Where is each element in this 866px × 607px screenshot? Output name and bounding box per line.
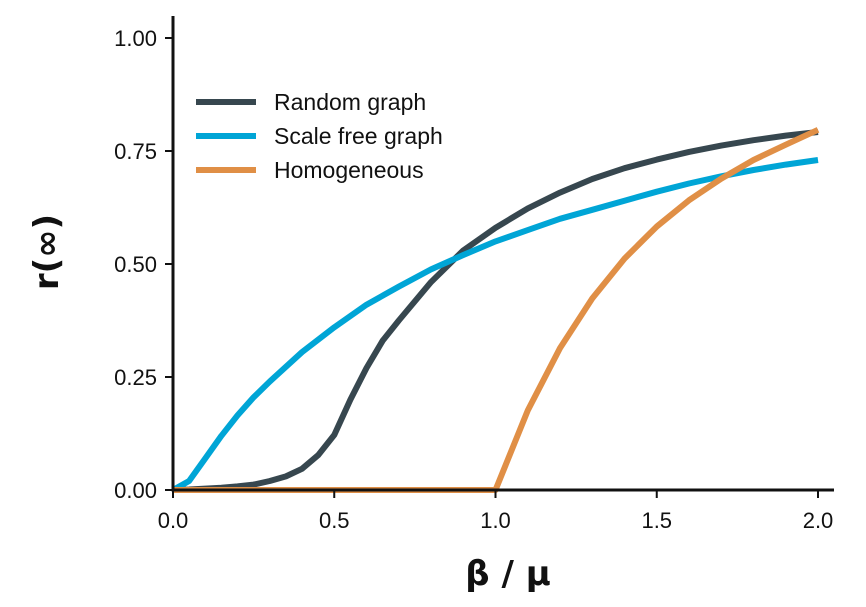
- legend-label: Random graph: [274, 89, 426, 115]
- axes-layer: 0.0 0.5 1.0 1.5 2.0 0.00 0.25 0.50 0.75 1.00: [114, 16, 834, 533]
- y-tick-label: 0.25: [114, 365, 157, 390]
- x-tick-label: 2.0: [803, 508, 834, 533]
- x-tick-label: 0.0: [158, 508, 189, 533]
- series-line-random-graph: [172, 129, 819, 493]
- y-tick-label: 0.00: [114, 478, 157, 503]
- legend-label: Scale free graph: [274, 123, 443, 149]
- x-tick-label: 1.0: [480, 508, 511, 533]
- y-axis-title: r(∞): [27, 214, 67, 290]
- x-tick-label: 0.5: [319, 508, 350, 533]
- series-layer: [171, 127, 820, 493]
- y-tick-label: 0.50: [114, 252, 157, 277]
- legend-label: Homogeneous: [274, 157, 424, 183]
- x-axis-title: β / μ: [465, 554, 550, 594]
- series-line-homogeneous: [173, 127, 820, 493]
- y-tick-label: 1.00: [114, 26, 157, 51]
- axis-titles: β / μ r(∞): [27, 214, 551, 594]
- y-tick-label: 0.75: [114, 139, 157, 164]
- legend: Random graph Scale free graph Homogeneous: [196, 89, 443, 183]
- x-tick-label: 1.5: [641, 508, 672, 533]
- series-line-scale-free-graph: [171, 157, 819, 493]
